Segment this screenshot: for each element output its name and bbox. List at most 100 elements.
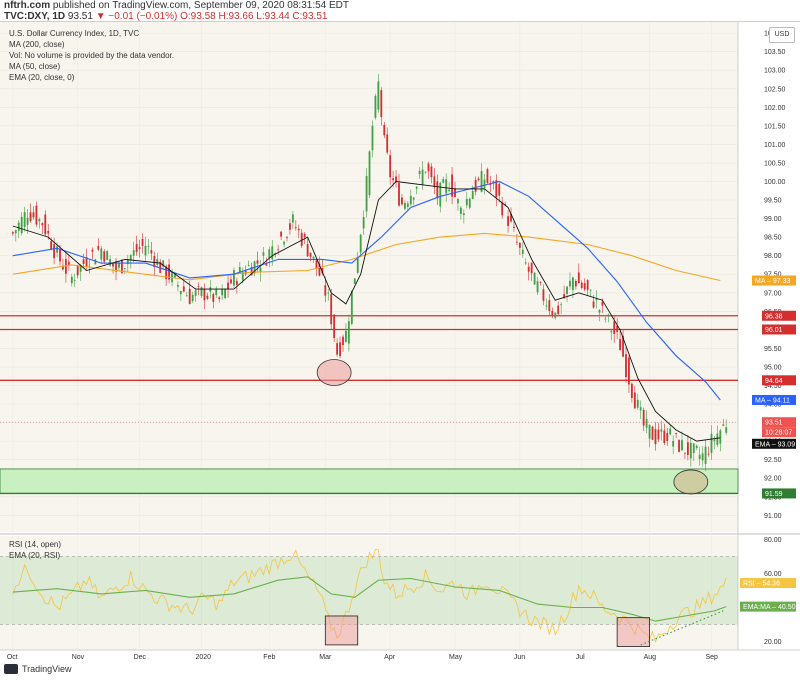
rsi-legend-rsi[interactable]: RSI (14, open) [9,540,62,549]
march-low-circle [316,359,352,386]
candle-body [162,260,165,267]
candle-body [527,266,530,272]
candle-body [50,241,53,250]
candle-body [106,251,109,261]
candle-body [695,445,698,449]
ma50-tag: MA – 94.11 [755,397,790,404]
candle-body [123,268,126,269]
candle-body [657,429,660,440]
candle-body [675,433,678,434]
candle-body [642,410,645,426]
candle-body [383,124,386,136]
legend-ma200[interactable]: MA (200, close) [9,40,65,49]
candle-body [415,186,418,189]
tradingview-logo-text: TradingView [22,664,72,674]
candle-body [692,443,695,454]
quote-line: TVC:DXY, 1D 93.51 ▼ −0.01 (−0.01%) O:93.… [4,11,327,22]
candle-body [518,242,521,248]
candle-body [44,214,47,235]
rsi-tag-bg [740,578,796,589]
price-tick-label: 102.00 [764,105,786,112]
price-tick-label: 101.00 [764,142,786,149]
time-tick-label: Nov [72,654,85,661]
candle-body [604,318,607,320]
candle-body [230,279,232,284]
series-line-0 [12,232,721,282]
price-tick-label: 94.00 [764,402,782,409]
candle-body [268,249,271,259]
candle-body [433,176,436,188]
candle-body [35,205,38,225]
time-tick-label: Jul [576,654,585,661]
candle-body [256,260,259,264]
level-tag-94.64-bg [762,375,796,386]
rsi-line [12,548,727,643]
candle-body [371,125,374,151]
candle-body [165,266,168,280]
candle-body [342,336,344,346]
candle-body [14,230,17,234]
candle-body [516,241,518,243]
candle-body [283,241,285,245]
rsi-tag: RSI – 54.36 [743,581,780,588]
candle-body [365,176,368,212]
time-tick-label: Sep [705,654,718,661]
candle-body [598,309,601,313]
price-tick-label: 99.00 [764,216,782,223]
price-axis-bg [738,22,800,650]
time-tick-label: Apr [384,654,396,661]
candle-body [560,304,563,306]
candle-body [610,331,613,333]
candle-body [607,314,610,316]
candle-body [669,428,672,435]
candle-body [557,305,560,315]
time-tick-label: May [449,654,463,661]
support-zone [0,468,739,494]
price-tick-label: 91.00 [764,513,782,520]
candle-body [445,179,448,194]
candle-body [345,330,347,342]
rsi-ema-tag-bg [740,601,796,612]
candle-body [259,267,262,273]
candle-body [185,295,188,297]
price-tick-label: 94.50 [764,383,782,390]
level-tag-91.59-bg [762,488,796,499]
candle-body [300,232,303,246]
candle-body [521,249,524,254]
price-tick-label: 98.50 [764,235,782,242]
price-tick-label: 92.00 [764,476,782,483]
candle-body [238,267,241,274]
tradingview-logo[interactable]: TradingView [4,664,72,674]
candle-body [227,282,229,290]
tradingview-logo-icon [4,664,18,674]
rsi-legend-ema[interactable]: EMA (20, RSI) [9,551,61,560]
rsi-legend: RSI (14, open) EMA (20, RSI) [9,539,61,561]
main-pane-bg [0,22,738,532]
candle-body [439,182,442,207]
time-tick-label: Aug [644,654,657,661]
legend-ma50[interactable]: MA (50, close) [9,62,61,71]
candle-body [70,276,73,284]
candle-body [592,301,595,308]
candle-body [569,280,571,287]
candle-body [330,294,333,325]
legend-ema20[interactable]: EMA (20, close, 0) [9,73,75,82]
candle-body [663,430,666,443]
time-tick-label: Oct [7,654,18,661]
candle-body [492,181,495,183]
chart-canvas[interactable]: 104.00103.50103.00102.50102.00101.50101.… [0,22,800,680]
candle-body [710,433,713,453]
author-name[interactable]: nftrh.com [4,0,51,11]
currency-button[interactable]: USD [769,27,795,43]
countdown-tag: 10:28:07 [765,430,792,437]
level-tag-94.64: 94.64 [765,378,783,385]
candle-body [542,289,545,301]
candle-body [333,314,336,338]
rsi-band [0,556,738,625]
candle-body [530,262,533,274]
candle-body [321,268,324,274]
series-line-2 [12,181,721,442]
candle-body [545,305,548,307]
candle-body [132,250,135,256]
candle-body [327,292,330,294]
